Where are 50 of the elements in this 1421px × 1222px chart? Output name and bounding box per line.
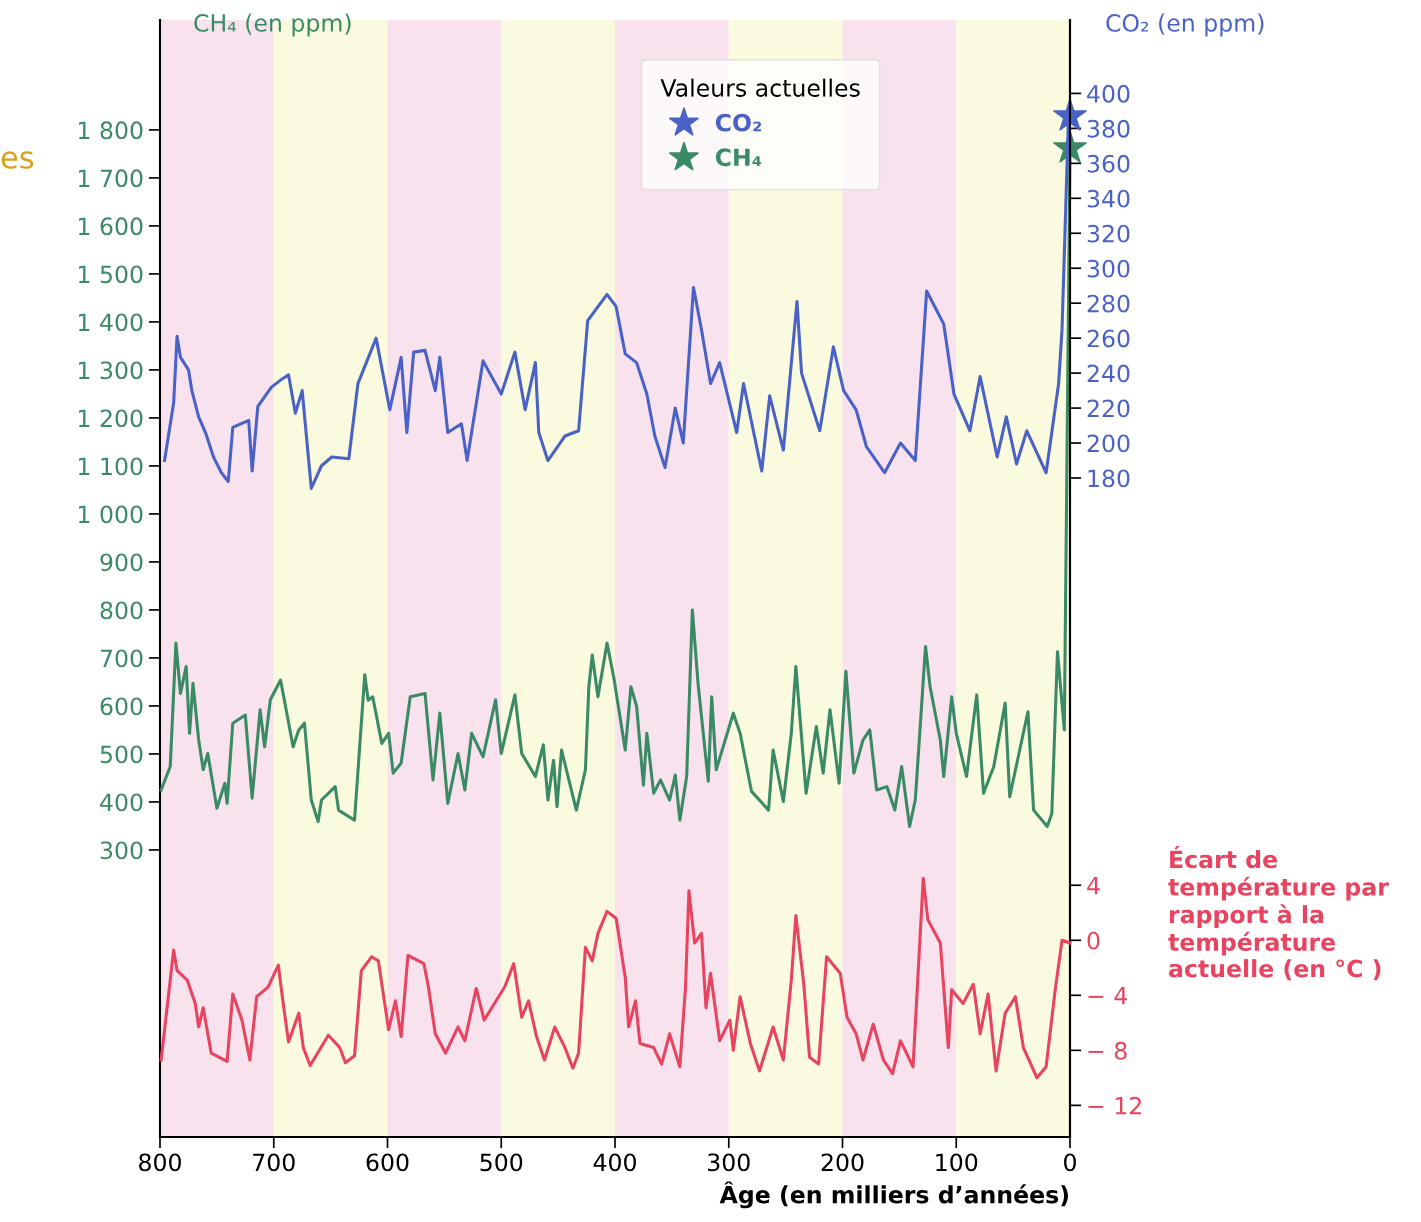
y-tick-label: 1 500	[79, 265, 143, 284]
x-tick-label: 400	[593, 1153, 636, 1172]
y2-tick-label: 200	[1087, 434, 1130, 453]
y3-tick-label: 4	[1087, 877, 1100, 895]
x-tick-label: 300	[708, 1153, 750, 1172]
y-tick-label: 500	[100, 745, 143, 764]
y2-tick-label: 340	[1087, 189, 1130, 208]
y3-tick-label: − 12	[1088, 1096, 1141, 1115]
x-tick-label: 600	[366, 1153, 409, 1172]
y-tick-label: 300	[100, 841, 143, 860]
y-tick-label: 1 600	[79, 217, 143, 236]
y2-tick-label: 280	[1087, 294, 1130, 313]
y3-tick-label: − 8	[1088, 1041, 1127, 1060]
x-tick-label: 100	[936, 1153, 978, 1172]
y-tick-label: 1 000	[79, 505, 143, 524]
y2-tick-label: 180	[1088, 469, 1130, 488]
legend-label: CH₄	[715, 148, 762, 167]
y2-tick-label: 360	[1087, 154, 1130, 173]
y2-tick-label: 380	[1087, 119, 1130, 138]
y-tick-label: 1 400	[79, 313, 143, 332]
x-tick-label: 500	[480, 1153, 523, 1172]
legend-title: Valeurs actuelles	[660, 78, 860, 97]
y2-tick-label: 400	[1087, 84, 1130, 103]
y-tick-label: 600	[100, 697, 143, 716]
x-axis-title: Âge (en milliers d’années)	[719, 1181, 1068, 1209]
y2-tick-label: 240	[1087, 364, 1130, 383]
y2-tick-label: 220	[1087, 399, 1130, 418]
y-tick-label: 400	[100, 793, 143, 812]
y-axis-title: CH₄ (en ppm)	[194, 13, 351, 37]
y-tick-label: 1 300	[79, 361, 143, 380]
x-tick-label: 0	[1064, 1153, 1076, 1172]
y-tick-label: 1 700	[79, 169, 143, 188]
y3-axis-title: Écart de température par rapport à la température actuelle (en °C )	[1168, 846, 1389, 981]
y3-tick-label: 0	[1087, 931, 1100, 950]
x-tick-label: 200	[821, 1153, 864, 1172]
y-tick-label: 800	[100, 601, 143, 620]
y2-tick-label: 320	[1087, 224, 1130, 243]
y2-tick-label: 260	[1087, 329, 1130, 348]
text: es	[1, 151, 34, 169]
y3-tick-label: − 4	[1088, 987, 1127, 1005]
y2-tick-label: 300	[1087, 259, 1130, 278]
y-tick-label: 1 200	[79, 409, 143, 428]
legend-label: CO₂	[715, 113, 762, 132]
x-tick-label: 700	[253, 1153, 295, 1172]
y2-axis-title: CO₂ (en ppm)	[1106, 13, 1264, 37]
y-tick-label: 900	[100, 553, 143, 572]
x-tick-label: 800	[139, 1153, 181, 1172]
y-tick-label: 700	[100, 649, 143, 668]
y-tick-label: 1 800	[79, 121, 143, 140]
y-tick-label: 1 100	[79, 457, 143, 476]
